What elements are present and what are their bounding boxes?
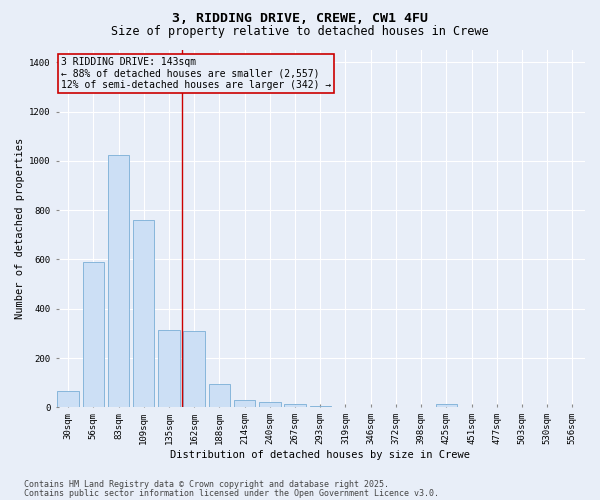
Bar [108,154,129,408]
Bar [284,404,306,407]
Text: 3, RIDDING DRIVE, CREWE, CW1 4FU: 3, RIDDING DRIVE, CREWE, CW1 4FU [172,12,428,26]
Bar [310,406,331,407]
Bar [184,331,205,407]
X-axis label: Distribution of detached houses by size in Crewe: Distribution of detached houses by size … [170,450,470,460]
Bar [158,330,180,407]
Text: Size of property relative to detached houses in Crewe: Size of property relative to detached ho… [111,25,489,38]
Text: 3 RIDDING DRIVE: 143sqm
← 88% of detached houses are smaller (2,557)
12% of semi: 3 RIDDING DRIVE: 143sqm ← 88% of detache… [61,57,331,90]
Bar [436,404,457,407]
Bar [83,262,104,408]
Bar [234,400,256,407]
Y-axis label: Number of detached properties: Number of detached properties [15,138,25,320]
Text: Contains public sector information licensed under the Open Government Licence v3: Contains public sector information licen… [24,488,439,498]
Bar [133,220,154,408]
Bar [58,390,79,407]
Text: Contains HM Land Registry data © Crown copyright and database right 2025.: Contains HM Land Registry data © Crown c… [24,480,389,489]
Bar [209,384,230,407]
Bar [259,402,281,407]
